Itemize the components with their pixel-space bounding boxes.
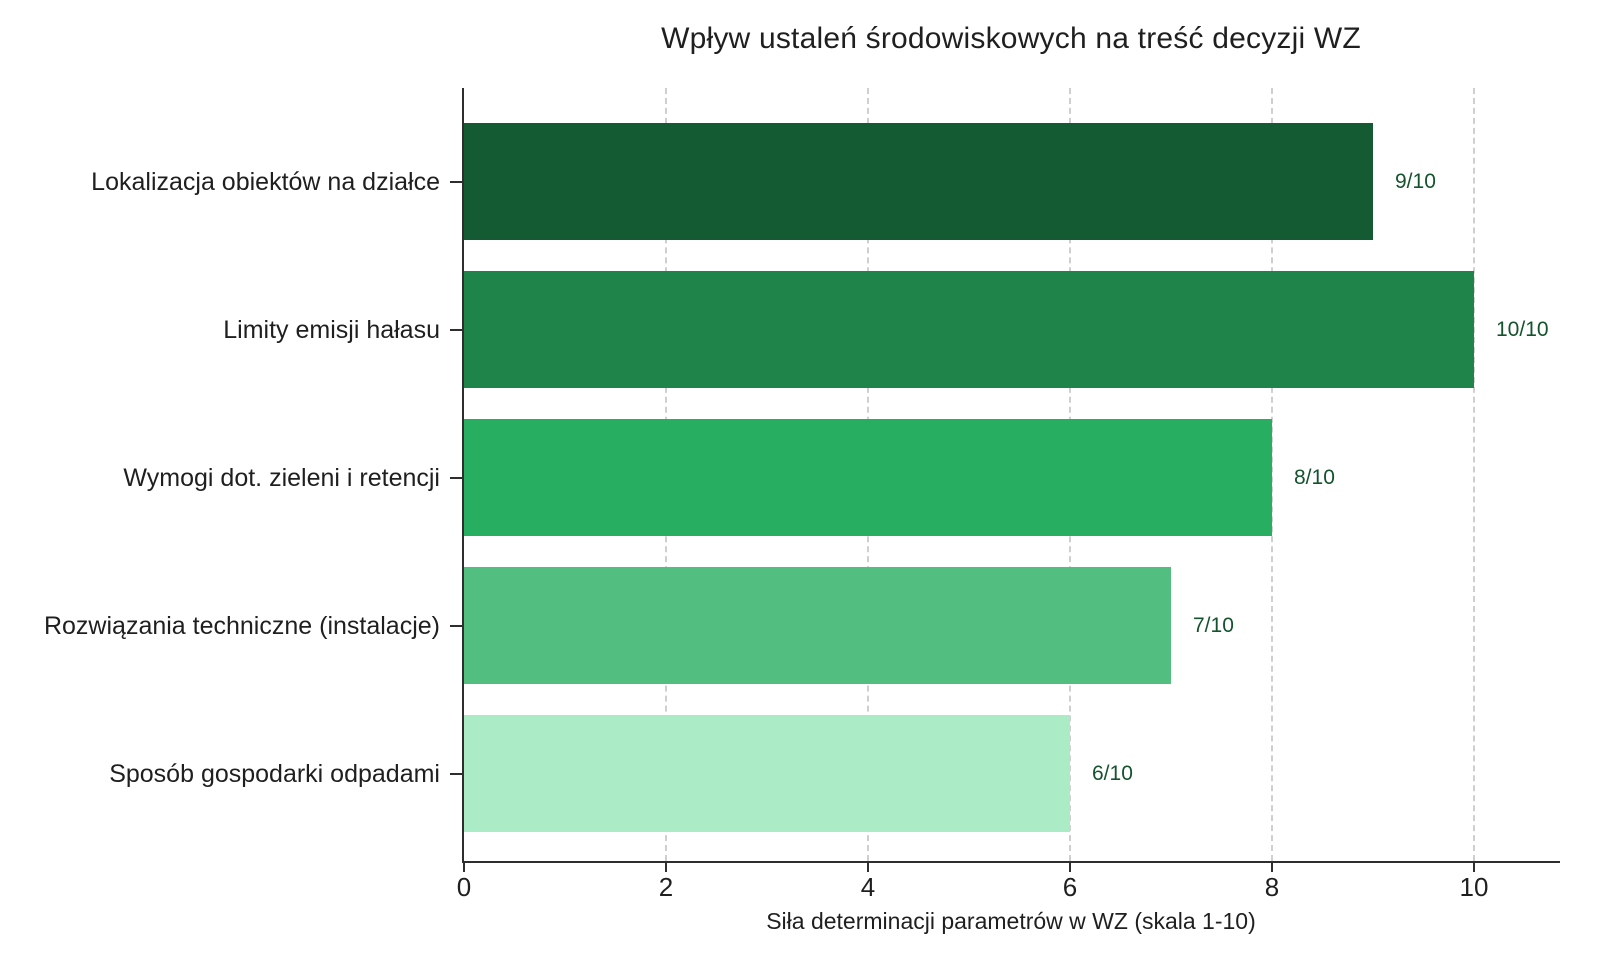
gridline bbox=[1473, 88, 1475, 861]
y-tick bbox=[450, 328, 462, 331]
bar bbox=[464, 419, 1272, 536]
y-tick bbox=[450, 476, 462, 479]
bar-value-label: 7/10 bbox=[1193, 613, 1234, 637]
bar-value-label: 8/10 bbox=[1294, 465, 1335, 489]
x-tick bbox=[1473, 863, 1475, 872]
bar-value-label: 6/10 bbox=[1092, 761, 1133, 785]
bar-value-label: 9/10 bbox=[1395, 169, 1436, 193]
x-tick-label: 6 bbox=[1062, 872, 1078, 902]
category-label: Limity emisji hałasu bbox=[223, 315, 440, 344]
chart-title: Wpływ ustaleń środowiskowych na treść de… bbox=[661, 22, 1361, 55]
bar bbox=[464, 567, 1171, 684]
x-tick-label: 4 bbox=[860, 872, 876, 902]
x-tick bbox=[665, 863, 667, 872]
y-tick bbox=[450, 180, 462, 183]
x-axis-title: Siła determinacji parametrów w WZ (skala… bbox=[766, 908, 1256, 934]
y-tick bbox=[450, 772, 462, 775]
x-tick-label: 0 bbox=[456, 872, 472, 902]
category-label: Rozwiązania techniczne (instalacje) bbox=[43, 611, 440, 640]
category-label: Wymogi dot. zieleni i retencji bbox=[123, 463, 440, 492]
x-tick bbox=[1069, 863, 1071, 872]
bar bbox=[464, 715, 1070, 832]
x-tick bbox=[867, 863, 869, 872]
category-label: Lokalizacja obiektów na działce bbox=[91, 167, 440, 196]
bar bbox=[464, 271, 1474, 388]
category-label: Sposób gospodarki odpadami bbox=[109, 759, 440, 788]
x-tick-label: 8 bbox=[1264, 872, 1280, 902]
x-tick bbox=[1271, 863, 1273, 872]
x-tick bbox=[463, 863, 465, 872]
plot-area: 0 2 4 6 8 10 9/10 10/10 8/10 7/10 6/10 bbox=[450, 88, 1560, 902]
y-tick bbox=[450, 624, 462, 627]
x-tick-label: 10 bbox=[1459, 872, 1489, 902]
gridline bbox=[1271, 88, 1273, 861]
x-tick-label: 2 bbox=[658, 872, 674, 902]
bar bbox=[464, 123, 1373, 240]
bar-value-label: 10/10 bbox=[1496, 317, 1549, 341]
